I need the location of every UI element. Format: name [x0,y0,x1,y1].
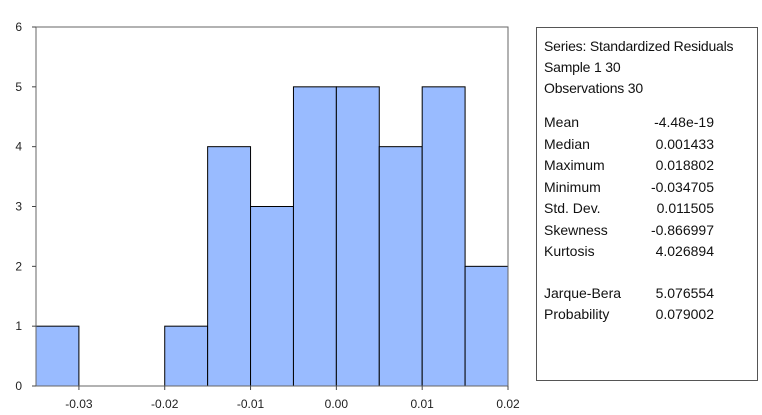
y-tick-label: 6 [15,20,22,34]
histogram-bar [35,325,80,387]
stat-row-kurtosis: Kurtosis 4.026894 [544,241,757,263]
stat-row-jarque-bera: Jarque-Bera 5.076554 [544,283,757,305]
stat-row-mean: Mean -4.48e-19 [544,112,757,134]
stat-row-skewness: Skewness -0.866997 [544,220,757,242]
stat-value: -4.48e-19 [654,114,714,130]
histogram-bar [164,325,209,387]
sample-text: Sample 1 30 [544,59,621,75]
x-tick-label: 0.00 [325,397,349,411]
x-tick-label: 0.01 [411,397,435,411]
stat-label: Jarque-Bera [544,284,622,301]
histogram-bar [292,86,337,387]
stat-value: 0.079002 [655,306,714,322]
stat-row-median: Median 0.001433 [544,134,757,156]
observations-text: Observations 30 [544,80,643,96]
stat-value: 0.018802 [655,157,714,173]
y-tick-label: 2 [15,259,22,273]
statistics-panel: Series: Standardized Residuals Sample 1 … [536,27,758,381]
x-tick-label: -0.02 [151,397,179,411]
stat-label: Probability [544,306,610,322]
histogram-bar [250,206,294,387]
histogram-bar [464,265,509,387]
stat-label: Maximum [544,157,605,173]
histogram-bar [207,146,252,387]
stat-value: 0.011505 [656,200,714,216]
x-tick-label: -0.03 [65,397,93,411]
stat-row-std-dev: Std. Dev. 0.011505 [544,198,757,220]
y-tick-label: 1 [15,319,22,333]
y-axis: 0 1 2 3 4 5 6 [15,20,36,393]
histogram-bar [421,86,466,387]
stat-row-maximum: Maximum 0.018802 [544,155,757,177]
histogram-bar [335,86,380,387]
stat-label: Std. Dev. [544,200,601,216]
stat-row-minimum: Minimum -0.034705 [544,177,757,199]
y-tick-label: 0 [15,379,22,393]
stat-label: Skewness [544,221,608,238]
stat-row-probability: Probability 0.079002 [544,304,757,326]
stat-value: -0.866997 [650,221,714,238]
stat-value: 0.001433 [655,135,714,152]
y-tick-label: 4 [15,140,22,154]
stat-value: 4.026894 [655,243,714,259]
histogram-bars [35,86,509,387]
stat-value: -0.034705 [650,178,714,195]
x-axis: -0.03 -0.02 -0.01 0.00 0.01 0.02 [65,386,520,411]
histogram-chart: 0 1 2 3 4 5 6 -0.03 -0.02 -0.01 0.00 0.01 0.02 [15,20,520,411]
y-tick-label: 3 [15,200,22,214]
stat-label: Median [544,135,590,152]
stat-label: Kurtosis [544,243,595,259]
series-title: Series: Standardized Residuals [544,38,734,54]
stat-label: Minimum [544,178,601,195]
histogram-bar [378,146,423,387]
y-tick-label: 5 [15,80,22,94]
stat-label: Mean [544,114,580,130]
stat-value: 5.076554 [655,284,714,301]
x-tick-label: -0.01 [237,397,265,411]
x-tick-label: 0.02 [496,397,520,411]
